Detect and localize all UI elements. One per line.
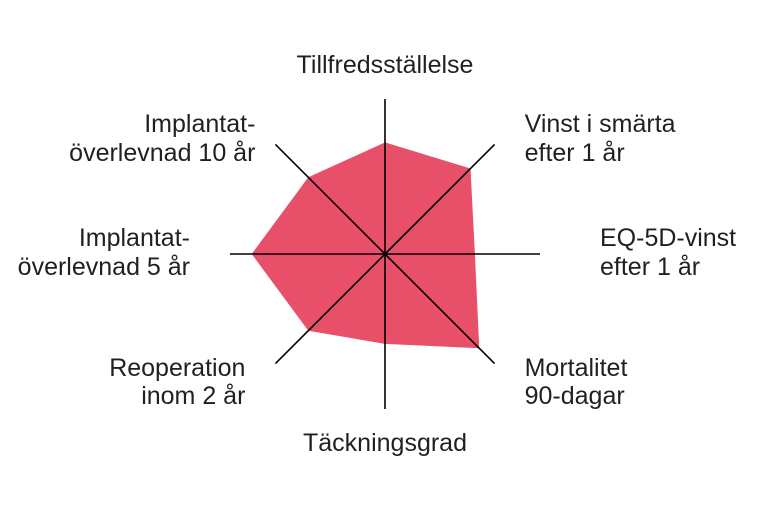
radar-axis-label: Implantat- överlevnad 5 år: [18, 224, 190, 282]
radar-axis-label: Implantat- överlevnad 10 år: [69, 110, 255, 168]
radar-axis-label: Vinst i smärta efter 1 år: [525, 110, 676, 168]
radar-axis-label: Täckningsgrad: [303, 429, 467, 458]
radar-axis-label: Reoperation inom 2 år: [109, 354, 245, 412]
radar-axis-label: Mortalitet 90-dagar: [525, 354, 628, 412]
radar-polygon: [252, 142, 480, 348]
radar-axis-label: EQ-5D-vinst efter 1 år: [600, 224, 736, 282]
radar-axis-label: Tillfredsställelse: [297, 51, 474, 80]
